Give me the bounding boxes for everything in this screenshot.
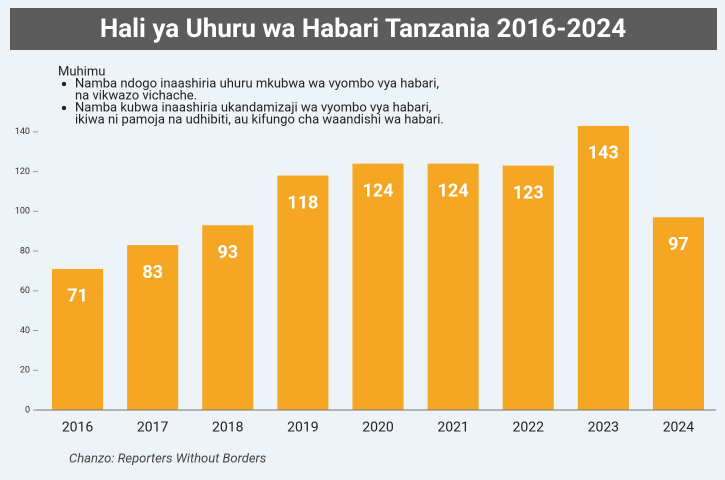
- data-label: 143: [588, 143, 619, 164]
- note-heading: Muhimu: [58, 64, 105, 79]
- note-text: Namba kubwa inaashiria ukandamizaji wa v…: [75, 100, 431, 115]
- x-tick-label: 2018: [212, 420, 244, 436]
- note-text: na vikwazo vichache.: [75, 88, 197, 103]
- bar: [127, 245, 179, 410]
- y-tick-label: 100: [15, 207, 30, 217]
- y-tick-label: 20: [20, 366, 30, 376]
- note-bullet: [61, 105, 67, 111]
- data-label: 71: [67, 286, 88, 307]
- bar: [352, 163, 404, 410]
- x-tick-label: 2019: [287, 420, 318, 436]
- x-tick-label: 2020: [362, 420, 394, 436]
- source: Chanzo: Reporters Without Borders: [69, 451, 267, 466]
- y-tick-label: 40: [20, 326, 30, 336]
- x-tick-label: 2016: [62, 420, 94, 436]
- bar: [427, 163, 479, 410]
- y-tick-label: 80: [20, 246, 30, 256]
- y-tick-label: 120: [15, 167, 30, 177]
- bar: [52, 268, 104, 410]
- data-label: 93: [217, 242, 238, 263]
- y-tick-label: 60: [20, 286, 30, 296]
- chart-title: Hali ya Uhuru wa Habari Tanzania 2016-20…: [100, 14, 626, 44]
- x-tick-label: 2022: [512, 420, 544, 436]
- x-tick-label: 2017: [137, 420, 169, 436]
- bar: [202, 225, 254, 410]
- note-bullet: [61, 81, 67, 87]
- bar: [502, 165, 554, 410]
- data-label: 83: [142, 262, 163, 283]
- x-tick-label: 2023: [588, 420, 619, 436]
- data-label: 118: [287, 192, 318, 213]
- note-text: Namba ndogo inaashiria uhuru mkubwa wa v…: [75, 76, 439, 91]
- data-label: 124: [363, 180, 394, 201]
- data-label: 124: [438, 180, 469, 201]
- x-tick-label: 2024: [663, 420, 695, 436]
- title-band: [10, 8, 717, 50]
- bar: [652, 217, 704, 410]
- bar: [277, 175, 329, 410]
- data-label: 97: [668, 234, 689, 255]
- x-tick-label: 2021: [437, 420, 468, 436]
- y-tick-label: 0: [25, 405, 30, 415]
- note-text: ikiwa ni pamoja na udhibiti, au kifungo …: [75, 112, 444, 127]
- data-label: 123: [513, 182, 544, 203]
- y-tick-label: 140: [15, 127, 30, 137]
- bar: [577, 125, 629, 410]
